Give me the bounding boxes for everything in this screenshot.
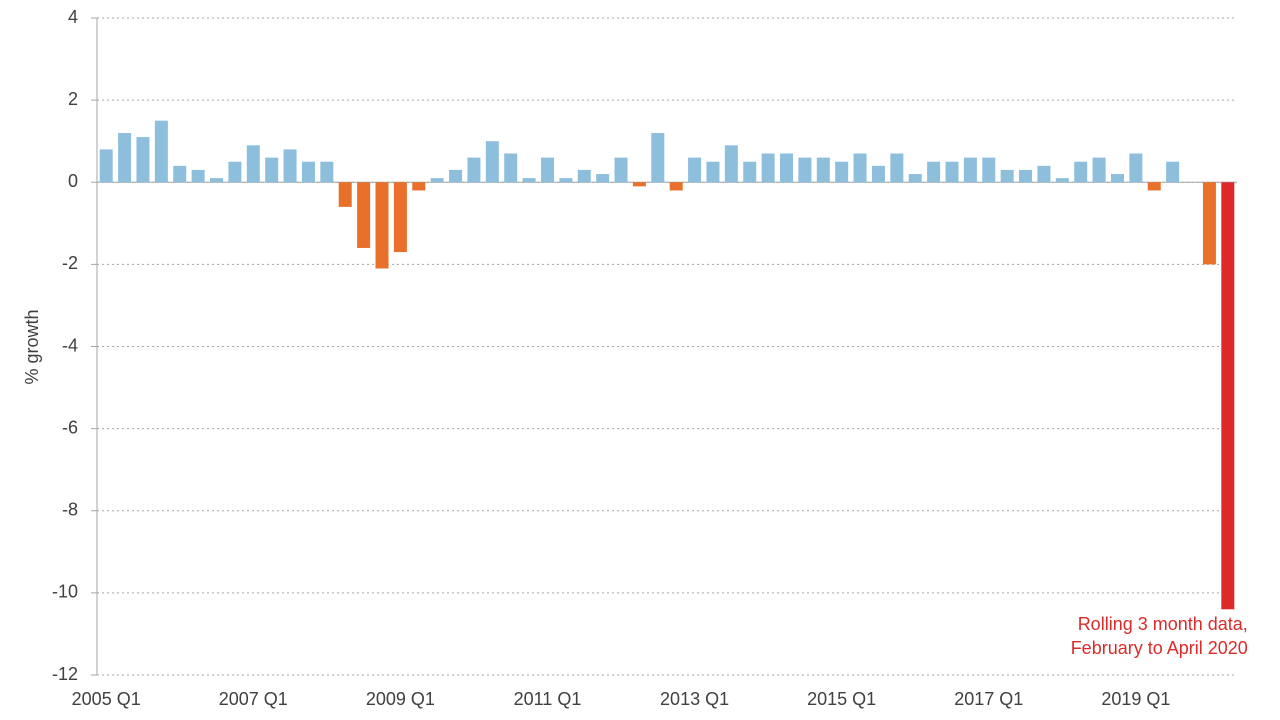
bar [1019,169,1033,183]
bar [743,161,757,183]
bar [412,182,426,191]
y-tick-label: -2 [62,253,78,273]
bar [688,157,702,183]
bar [651,132,665,183]
bar [1221,182,1235,610]
bar [982,157,996,183]
bar [485,141,499,183]
bar [338,182,352,207]
bar [210,178,224,183]
bar [798,157,812,183]
bar [265,157,279,183]
bar [761,153,775,183]
bar [963,157,977,183]
bar [1147,182,1161,191]
x-tick-label: 2011 Q1 [514,689,582,709]
bar [99,149,113,183]
bar [559,178,573,183]
bar [467,157,481,183]
bar [927,161,941,183]
bar [154,120,168,183]
bar [1000,169,1014,183]
bar [724,145,738,183]
bar [669,182,683,191]
bar [301,161,315,183]
bar [504,153,518,183]
bar [908,174,922,183]
bar [1110,174,1124,183]
bar [945,161,959,183]
bar [246,145,260,183]
bar [449,169,463,183]
bar [706,161,720,183]
y-tick-label: -8 [62,500,78,520]
bar [1055,178,1069,183]
y-tick-label: 2 [68,89,78,109]
bar [136,137,150,183]
bar [1202,182,1216,265]
bar [1037,165,1051,183]
bar [780,153,794,183]
y-tick-label: -12 [52,664,78,684]
y-tick-label: -6 [62,417,78,437]
bar [375,182,389,269]
annotation: Rolling 3 month data, [1078,614,1248,634]
y-tick-label: 4 [68,7,78,27]
x-tick-label: 2007 Q1 [219,689,288,709]
bar [890,153,904,183]
bar [393,182,407,253]
bar [816,157,830,183]
bar [1166,161,1180,183]
bar [228,161,242,183]
annotation: February to April 2020 [1071,638,1248,658]
bar [853,153,867,183]
bar [522,178,536,183]
bar [173,165,187,183]
bar [357,182,371,248]
bar [540,157,554,183]
bar [1129,153,1143,183]
x-tick-label: 2019 Q1 [1101,689,1170,709]
y-tick-label: -10 [52,582,78,602]
bar [871,165,885,183]
bar [430,178,444,183]
bar [118,132,132,183]
bar [283,149,297,183]
x-tick-label: 2005 Q1 [72,689,141,709]
bar [1074,161,1088,183]
x-tick-label: 2015 Q1 [807,689,876,709]
bar [1092,157,1106,183]
x-tick-label: 2013 Q1 [660,689,729,709]
y-axis-title: % growth [22,309,42,384]
x-tick-label: 2017 Q1 [954,689,1023,709]
bar [835,161,849,183]
bar [320,161,334,183]
bar [632,182,646,187]
x-tick-label: 2009 Q1 [366,689,435,709]
y-tick-label: -4 [62,335,78,355]
bar [191,169,205,183]
y-tick-label: 0 [68,171,78,191]
bar [596,174,610,183]
bar [577,169,591,183]
bar [614,157,628,183]
